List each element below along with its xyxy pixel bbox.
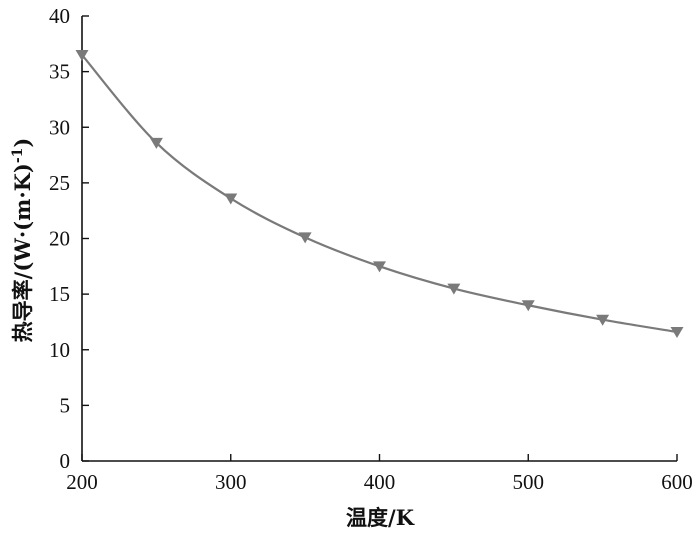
x-tick-label: 400 bbox=[364, 470, 396, 494]
series-line bbox=[81, 54, 678, 334]
data-point-marker bbox=[298, 232, 312, 244]
axes bbox=[81, 16, 677, 462]
x-axis-title: 温度/K bbox=[346, 505, 415, 530]
y-tick-label: 35 bbox=[49, 60, 70, 84]
y-tick-label: 5 bbox=[60, 393, 71, 417]
y-axis-title-close: ) bbox=[10, 138, 35, 148]
data-point-marker bbox=[75, 49, 89, 61]
data-point-marker bbox=[670, 326, 684, 338]
y-axis-title: 热导率/(W·(m·K)-1) bbox=[10, 138, 35, 343]
y-tick-label: 10 bbox=[49, 338, 70, 362]
data-point-marker bbox=[596, 314, 610, 326]
x-tick-label: 300 bbox=[215, 470, 247, 494]
y-axis-title-main: 热导率/(W·(m·K) bbox=[10, 163, 35, 342]
data-point-marker bbox=[373, 261, 386, 273]
y-tick-label: 0 bbox=[60, 449, 71, 473]
x-tick-label: 200 bbox=[66, 470, 98, 494]
y-tick-label: 25 bbox=[49, 171, 70, 195]
data-point-marker bbox=[447, 283, 461, 295]
y-tick-label: 20 bbox=[49, 227, 70, 251]
data-point-marker bbox=[521, 300, 535, 312]
series-group bbox=[75, 49, 684, 338]
y-tick-label: 30 bbox=[49, 115, 70, 139]
y-ticks: 0 5 10 15 20 25 30 35 40 bbox=[49, 4, 89, 473]
data-point-marker bbox=[224, 193, 238, 205]
y-axis-title-exponent: -1 bbox=[10, 148, 26, 164]
x-tick-label: 600 bbox=[661, 470, 693, 494]
y-tick-label: 15 bbox=[49, 282, 70, 306]
data-point-marker bbox=[149, 137, 163, 149]
x-tick-label: 500 bbox=[513, 470, 545, 494]
y-tick-label: 40 bbox=[49, 4, 70, 28]
x-ticks: 200 300 400 500 600 bbox=[66, 454, 693, 494]
